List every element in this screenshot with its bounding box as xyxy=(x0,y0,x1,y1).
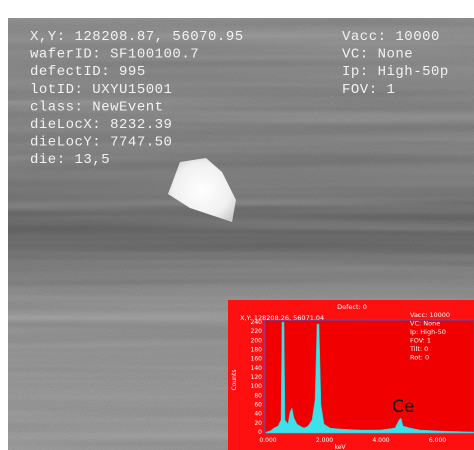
overlay-line: waferID: SF100100.7 xyxy=(30,47,199,63)
inset-header: Defect: 0 xyxy=(337,303,367,311)
y-tick-label: 0 xyxy=(258,429,262,436)
y-tick-label: 20 xyxy=(254,420,262,427)
x-tick-label: 4.000 xyxy=(372,437,389,444)
overlay-line: Vacc: 10000 xyxy=(342,29,440,45)
y-axis-label: Counts xyxy=(231,370,238,391)
y-tick-label: 220 xyxy=(251,328,263,335)
y-tick-label: 200 xyxy=(251,337,263,344)
overlay-line: Ip: High-50p xyxy=(342,64,449,80)
y-tick-label: 120 xyxy=(251,374,263,381)
inset-line: Tilt: 0 xyxy=(409,345,428,353)
y-tick-label: 180 xyxy=(251,347,263,354)
y-tick-label: 100 xyxy=(251,383,263,390)
x-tick-label: 0.000 xyxy=(259,437,276,444)
y-tick-label: 240 xyxy=(251,319,263,326)
x-axis-label: keV xyxy=(334,444,346,450)
y-tick-label: 80 xyxy=(254,392,262,399)
overlay-line: VC: None xyxy=(342,47,413,63)
overlay-line: defectID: 995 xyxy=(30,64,146,80)
y-tick-label: 140 xyxy=(251,365,263,372)
overlay-line: FOV: 1 xyxy=(342,82,395,98)
overlay-line: X,Y: 128208.87, 56070.95 xyxy=(30,29,244,45)
x-tick-label: 2.000 xyxy=(316,437,333,444)
inset-line: Vacc: 10000 xyxy=(410,311,450,319)
edx-inset: Defect: 0 X,Y: 128208.26, 56071.04 Vacc: 1… xyxy=(228,300,474,450)
y-tick-label: 160 xyxy=(251,356,263,363)
inset-position: X,Y: 128208.26, 56071.04 xyxy=(240,314,324,322)
inset-line: FOV: 1 xyxy=(410,337,431,345)
x-tick-label: 6.000 xyxy=(429,437,446,444)
inset-line: VC: None xyxy=(410,320,440,328)
inset-line: Rot: 0 xyxy=(410,354,429,362)
overlay-line: lotID: UXYU15001 xyxy=(30,82,172,98)
overlay-line: dieLocY: 7747.50 xyxy=(30,135,172,151)
y-tick-label: 40 xyxy=(254,411,262,418)
element-label: Ce xyxy=(392,397,414,417)
y-tick-label: 60 xyxy=(254,402,262,409)
spectrum xyxy=(265,321,474,434)
particle xyxy=(168,158,236,222)
overlay-line: class: NewEvent xyxy=(30,99,164,115)
sem-image xyxy=(8,18,474,450)
overlay-line: dieLocX: 8232.39 xyxy=(30,117,172,133)
overlay-line: die: 13,5 xyxy=(30,152,110,168)
inset-line: Ip: High-50 xyxy=(410,328,446,336)
